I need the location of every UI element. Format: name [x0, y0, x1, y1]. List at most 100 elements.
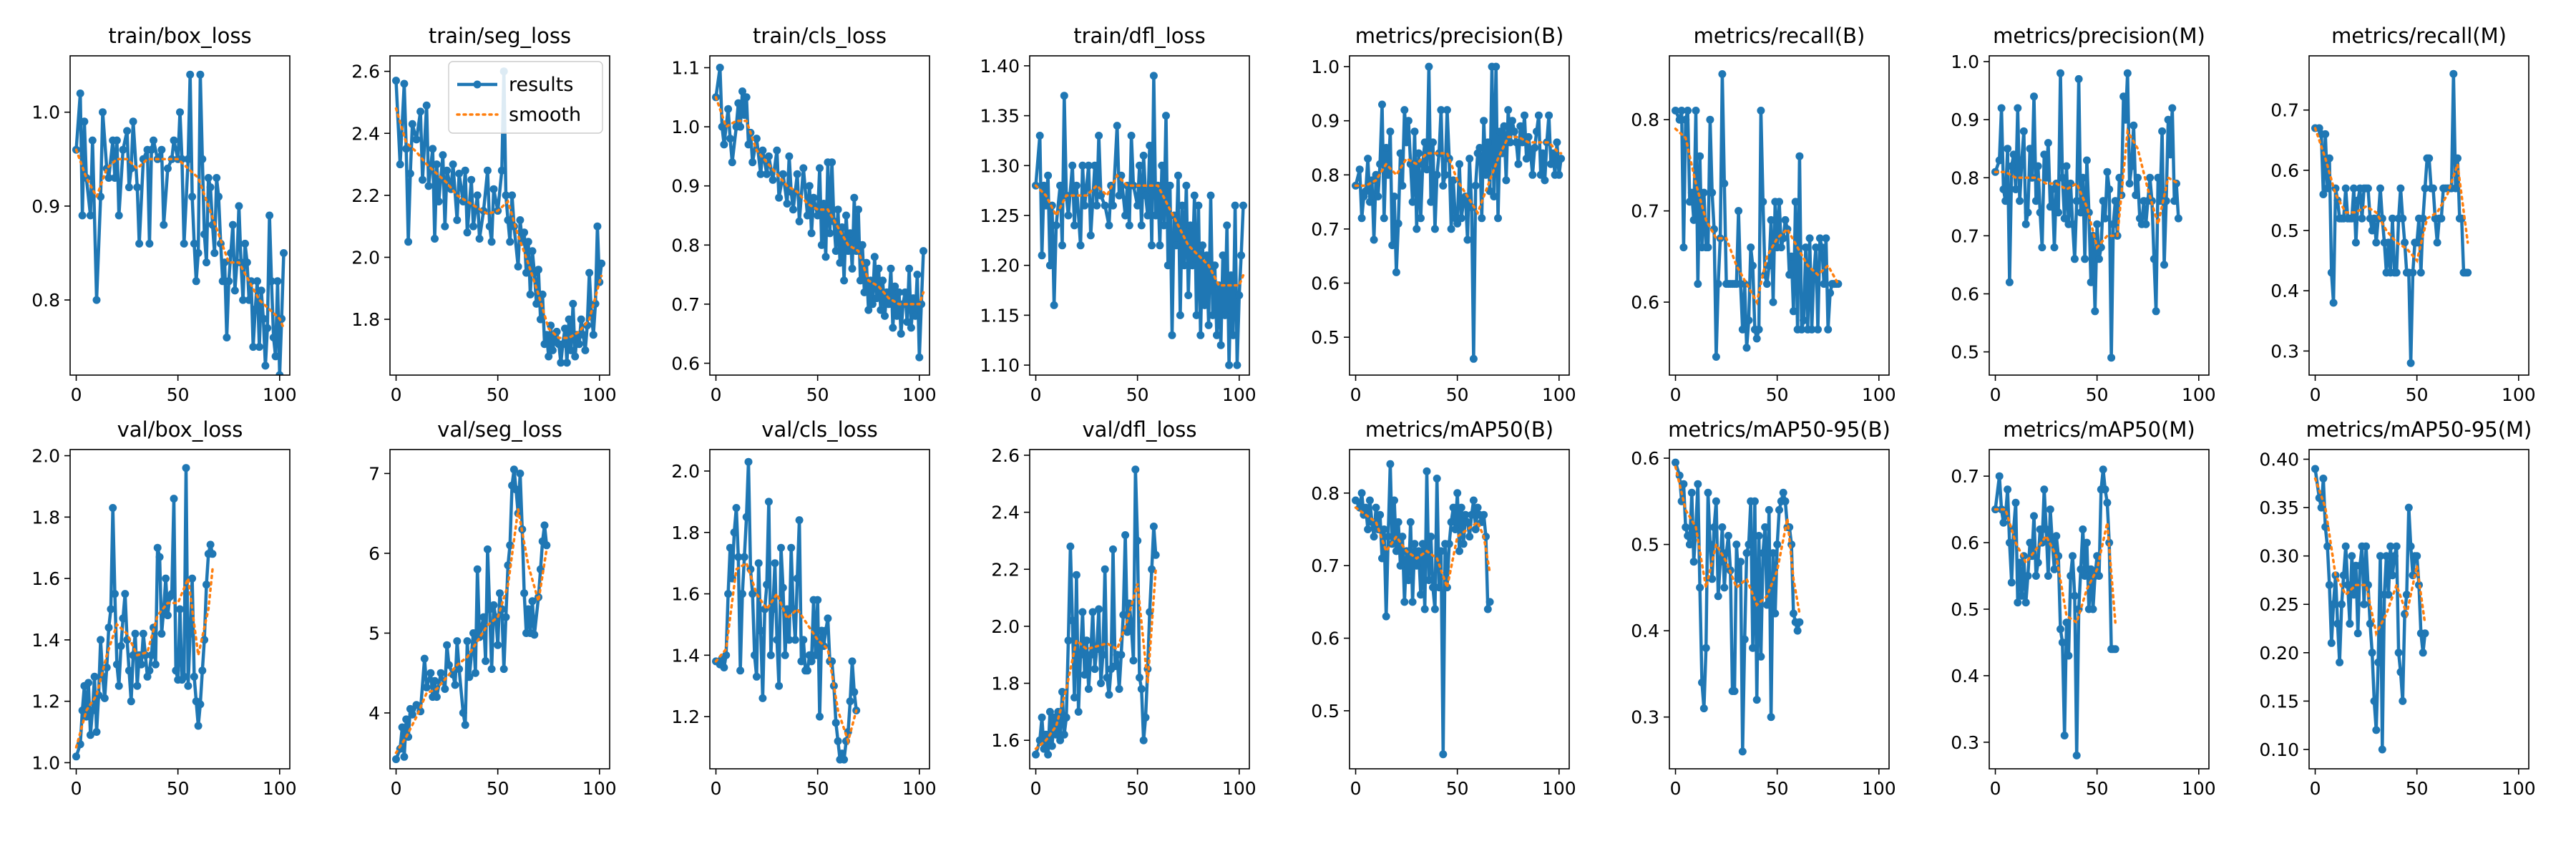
results-point: [2325, 154, 2333, 162]
y-tick-label: 0.5: [1951, 599, 1979, 620]
y-tick-label: 2.0: [991, 616, 1020, 637]
results-point: [223, 334, 231, 341]
chart-title: train/cls_loss: [753, 24, 887, 48]
results-point: [520, 589, 529, 598]
results-point: [1435, 149, 1443, 157]
results-point: [1394, 219, 1402, 228]
results-point: [1437, 106, 1445, 115]
results-point: [909, 294, 917, 303]
results-point: [716, 64, 724, 72]
results-point: [1415, 547, 1423, 555]
y-tick-label: 2.2: [991, 559, 1020, 580]
results-point: [131, 629, 140, 638]
results-point: [742, 93, 751, 102]
y-tick-label: 0.8: [1311, 483, 1340, 504]
plot-area: [712, 457, 861, 764]
results-point: [1672, 458, 1679, 467]
results-point: [160, 220, 168, 229]
results-point: [2070, 591, 2079, 600]
smooth-line: [2313, 477, 2426, 637]
results-point: [2093, 220, 2102, 228]
y-tick-label: 0.6: [1951, 283, 1979, 304]
chart-panel: metrics/precision(B) 0 50 100 0.5 0.6 0.7 0.8 0.…: [1311, 24, 1576, 405]
results-point: [107, 605, 115, 613]
results-point: [1449, 503, 1458, 512]
results-point: [2360, 600, 2368, 608]
results-point: [145, 239, 154, 248]
results-point: [1045, 707, 1054, 716]
results-point: [2358, 214, 2366, 223]
results-point: [1425, 576, 1433, 584]
results-point: [469, 222, 477, 230]
results-point: [748, 158, 757, 167]
chart-title: metrics/mAP50-95(B): [1668, 417, 1890, 442]
results-point: [265, 211, 274, 220]
results-point: [2079, 525, 2087, 533]
results-point: [416, 107, 425, 116]
results-point: [917, 300, 926, 309]
results-point: [1826, 288, 1835, 297]
results-point: [1136, 161, 1143, 170]
results-point: [2058, 173, 2067, 182]
results-point: [1040, 181, 1048, 190]
results-point: [2351, 238, 2360, 247]
y-tick-label: 1.4: [671, 645, 700, 666]
results-point: [773, 636, 781, 644]
results-point: [465, 673, 474, 681]
results-point: [2005, 278, 2014, 286]
axes-frame: [69, 55, 291, 376]
results-point: [2325, 581, 2333, 589]
results-point: [225, 277, 233, 286]
results-point: [2016, 558, 2024, 567]
results-point: [1364, 525, 1372, 533]
results-point: [1398, 181, 1407, 190]
results-point: [1060, 92, 1068, 100]
results-point: [2040, 485, 2049, 494]
results-point: [2338, 600, 2346, 608]
results-point: [514, 262, 522, 271]
results-point: [2021, 598, 2030, 607]
results-point: [2350, 184, 2358, 193]
results-point: [170, 136, 178, 145]
y-tick-label: 0.5: [1631, 535, 1659, 555]
results-point: [1516, 122, 1525, 130]
results-point: [129, 117, 137, 126]
results-point: [734, 99, 743, 107]
results-point: [2464, 268, 2472, 277]
plot-area: [72, 464, 217, 761]
results-point: [2057, 625, 2064, 634]
y-tick-label: 0.6: [1631, 448, 1659, 469]
y-tick-label: 0.5: [1311, 327, 1340, 348]
results-point: [188, 193, 197, 201]
results-point: [135, 239, 144, 248]
results-point: [2087, 565, 2095, 573]
results-point: [877, 306, 885, 314]
chart-panel: metrics/mAP50(M) 0 50 100 0.3 0.4 0.5 0.6 0.7: [1951, 417, 2215, 799]
results-point: [1459, 540, 1468, 548]
results-point: [1352, 496, 1360, 505]
results-point: [1355, 165, 1364, 174]
results-point: [1423, 467, 1431, 475]
results-point: [2416, 268, 2425, 277]
results-point: [2011, 498, 2020, 507]
results-point: [2346, 619, 2354, 628]
results-point: [190, 672, 198, 681]
results-point: [2069, 220, 2077, 228]
results-point: [2336, 658, 2344, 666]
results-point: [1084, 685, 1093, 693]
results-point: [2421, 184, 2429, 193]
results-point: [1812, 243, 1820, 252]
results-point: [1712, 353, 1720, 361]
results-point: [1370, 236, 1378, 244]
results-point: [524, 238, 532, 246]
results-point: [724, 590, 733, 598]
results-point: [1078, 161, 1087, 170]
results-point: [850, 688, 859, 697]
results-point: [2343, 581, 2352, 589]
results-point: [127, 164, 135, 173]
results-point: [204, 174, 213, 182]
axes-frame: [709, 449, 930, 770]
results-point: [143, 672, 152, 681]
results-point: [2036, 208, 2044, 217]
results-point: [1148, 565, 1156, 573]
